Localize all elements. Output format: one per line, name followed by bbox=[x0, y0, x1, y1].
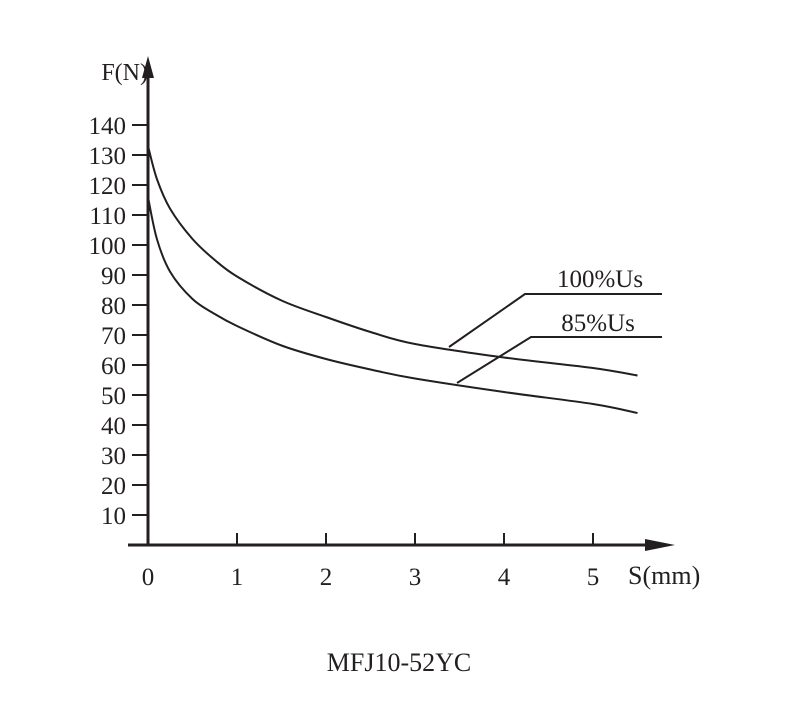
axes bbox=[128, 56, 675, 551]
series-label-85-us: 85%Us bbox=[561, 310, 635, 337]
y-tick-label: 90 bbox=[101, 263, 126, 290]
series-labels: 100%Us 85%Us bbox=[448, 266, 662, 384]
series-line-85-us bbox=[147, 196, 638, 414]
y-tick-label: 10 bbox=[101, 503, 126, 530]
x-tick-label: 4 bbox=[498, 564, 511, 591]
x-tick-label: 0 bbox=[142, 564, 155, 591]
x-axis-label: S(mm) bbox=[628, 561, 700, 590]
y-axis-arrow bbox=[142, 56, 154, 78]
y-tick-label: 40 bbox=[101, 413, 126, 440]
x-axis-arrow bbox=[645, 539, 675, 551]
chart-title: MFJ10-52YC bbox=[327, 648, 471, 677]
y-tick-label: 140 bbox=[89, 113, 127, 140]
y-tick-label: 30 bbox=[101, 443, 126, 470]
series-label-100-us: 100%Us bbox=[557, 266, 643, 293]
ticks: 10 20 30 40 50 60 70 80 90 100 110 120 130 140 0 1 2 3 4 5 bbox=[89, 113, 600, 591]
y-tick-label: 120 bbox=[89, 173, 127, 200]
y-tick-label: 50 bbox=[101, 383, 126, 410]
y-tick-label: 110 bbox=[89, 203, 126, 230]
series-line-100-us bbox=[147, 145, 638, 377]
y-tick-label: 60 bbox=[101, 353, 126, 380]
series-group bbox=[147, 145, 638, 414]
y-tick-label: 80 bbox=[101, 293, 126, 320]
x-tick-label: 2 bbox=[320, 564, 333, 591]
y-tick-label: 130 bbox=[89, 143, 127, 170]
leader-line-100-us bbox=[448, 293, 662, 348]
y-tick-label: 20 bbox=[101, 473, 126, 500]
leader-line-85-us bbox=[456, 336, 662, 384]
x-tick-label: 1 bbox=[231, 564, 244, 591]
y-tick-label: 100 bbox=[89, 233, 127, 260]
y-tick-label: 70 bbox=[101, 323, 126, 350]
x-tick-label: 3 bbox=[409, 564, 422, 591]
y-axis-label: F(N) bbox=[101, 60, 148, 86]
x-tick-label: 5 bbox=[587, 564, 600, 591]
